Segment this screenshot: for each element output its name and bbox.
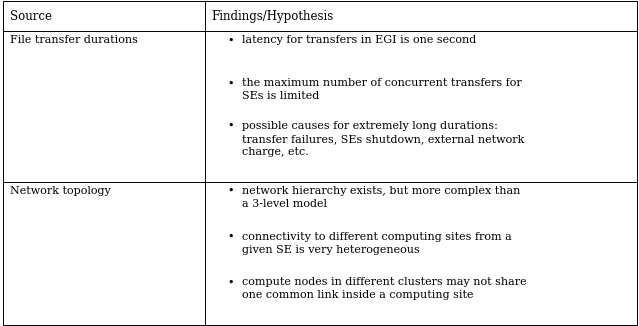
Text: Source: Source <box>10 10 52 23</box>
Text: latency for transfers in EGI is one second: latency for transfers in EGI is one seco… <box>242 35 476 45</box>
Text: •: • <box>227 186 234 196</box>
Text: the maximum number of concurrent transfers for
SEs is limited: the maximum number of concurrent transfe… <box>242 78 521 101</box>
Text: •: • <box>227 78 234 88</box>
Text: compute nodes in different clusters may not share
one common link inside a compu: compute nodes in different clusters may … <box>242 277 527 300</box>
Text: •: • <box>227 121 234 131</box>
Text: connectivity to different computing sites from a
given SE is very heterogeneous: connectivity to different computing site… <box>242 232 512 255</box>
Text: •: • <box>227 35 234 45</box>
Text: Findings/Hypothesis: Findings/Hypothesis <box>211 10 334 23</box>
Text: Network topology: Network topology <box>10 186 111 196</box>
Text: possible causes for extremely long durations:
transfer failures, SEs shutdown, e: possible causes for extremely long durat… <box>242 121 524 157</box>
Text: File transfer durations: File transfer durations <box>10 35 137 45</box>
Text: •: • <box>227 232 234 242</box>
Text: network hierarchy exists, but more complex than
a 3-level model: network hierarchy exists, but more compl… <box>242 186 520 209</box>
Text: •: • <box>227 277 234 288</box>
